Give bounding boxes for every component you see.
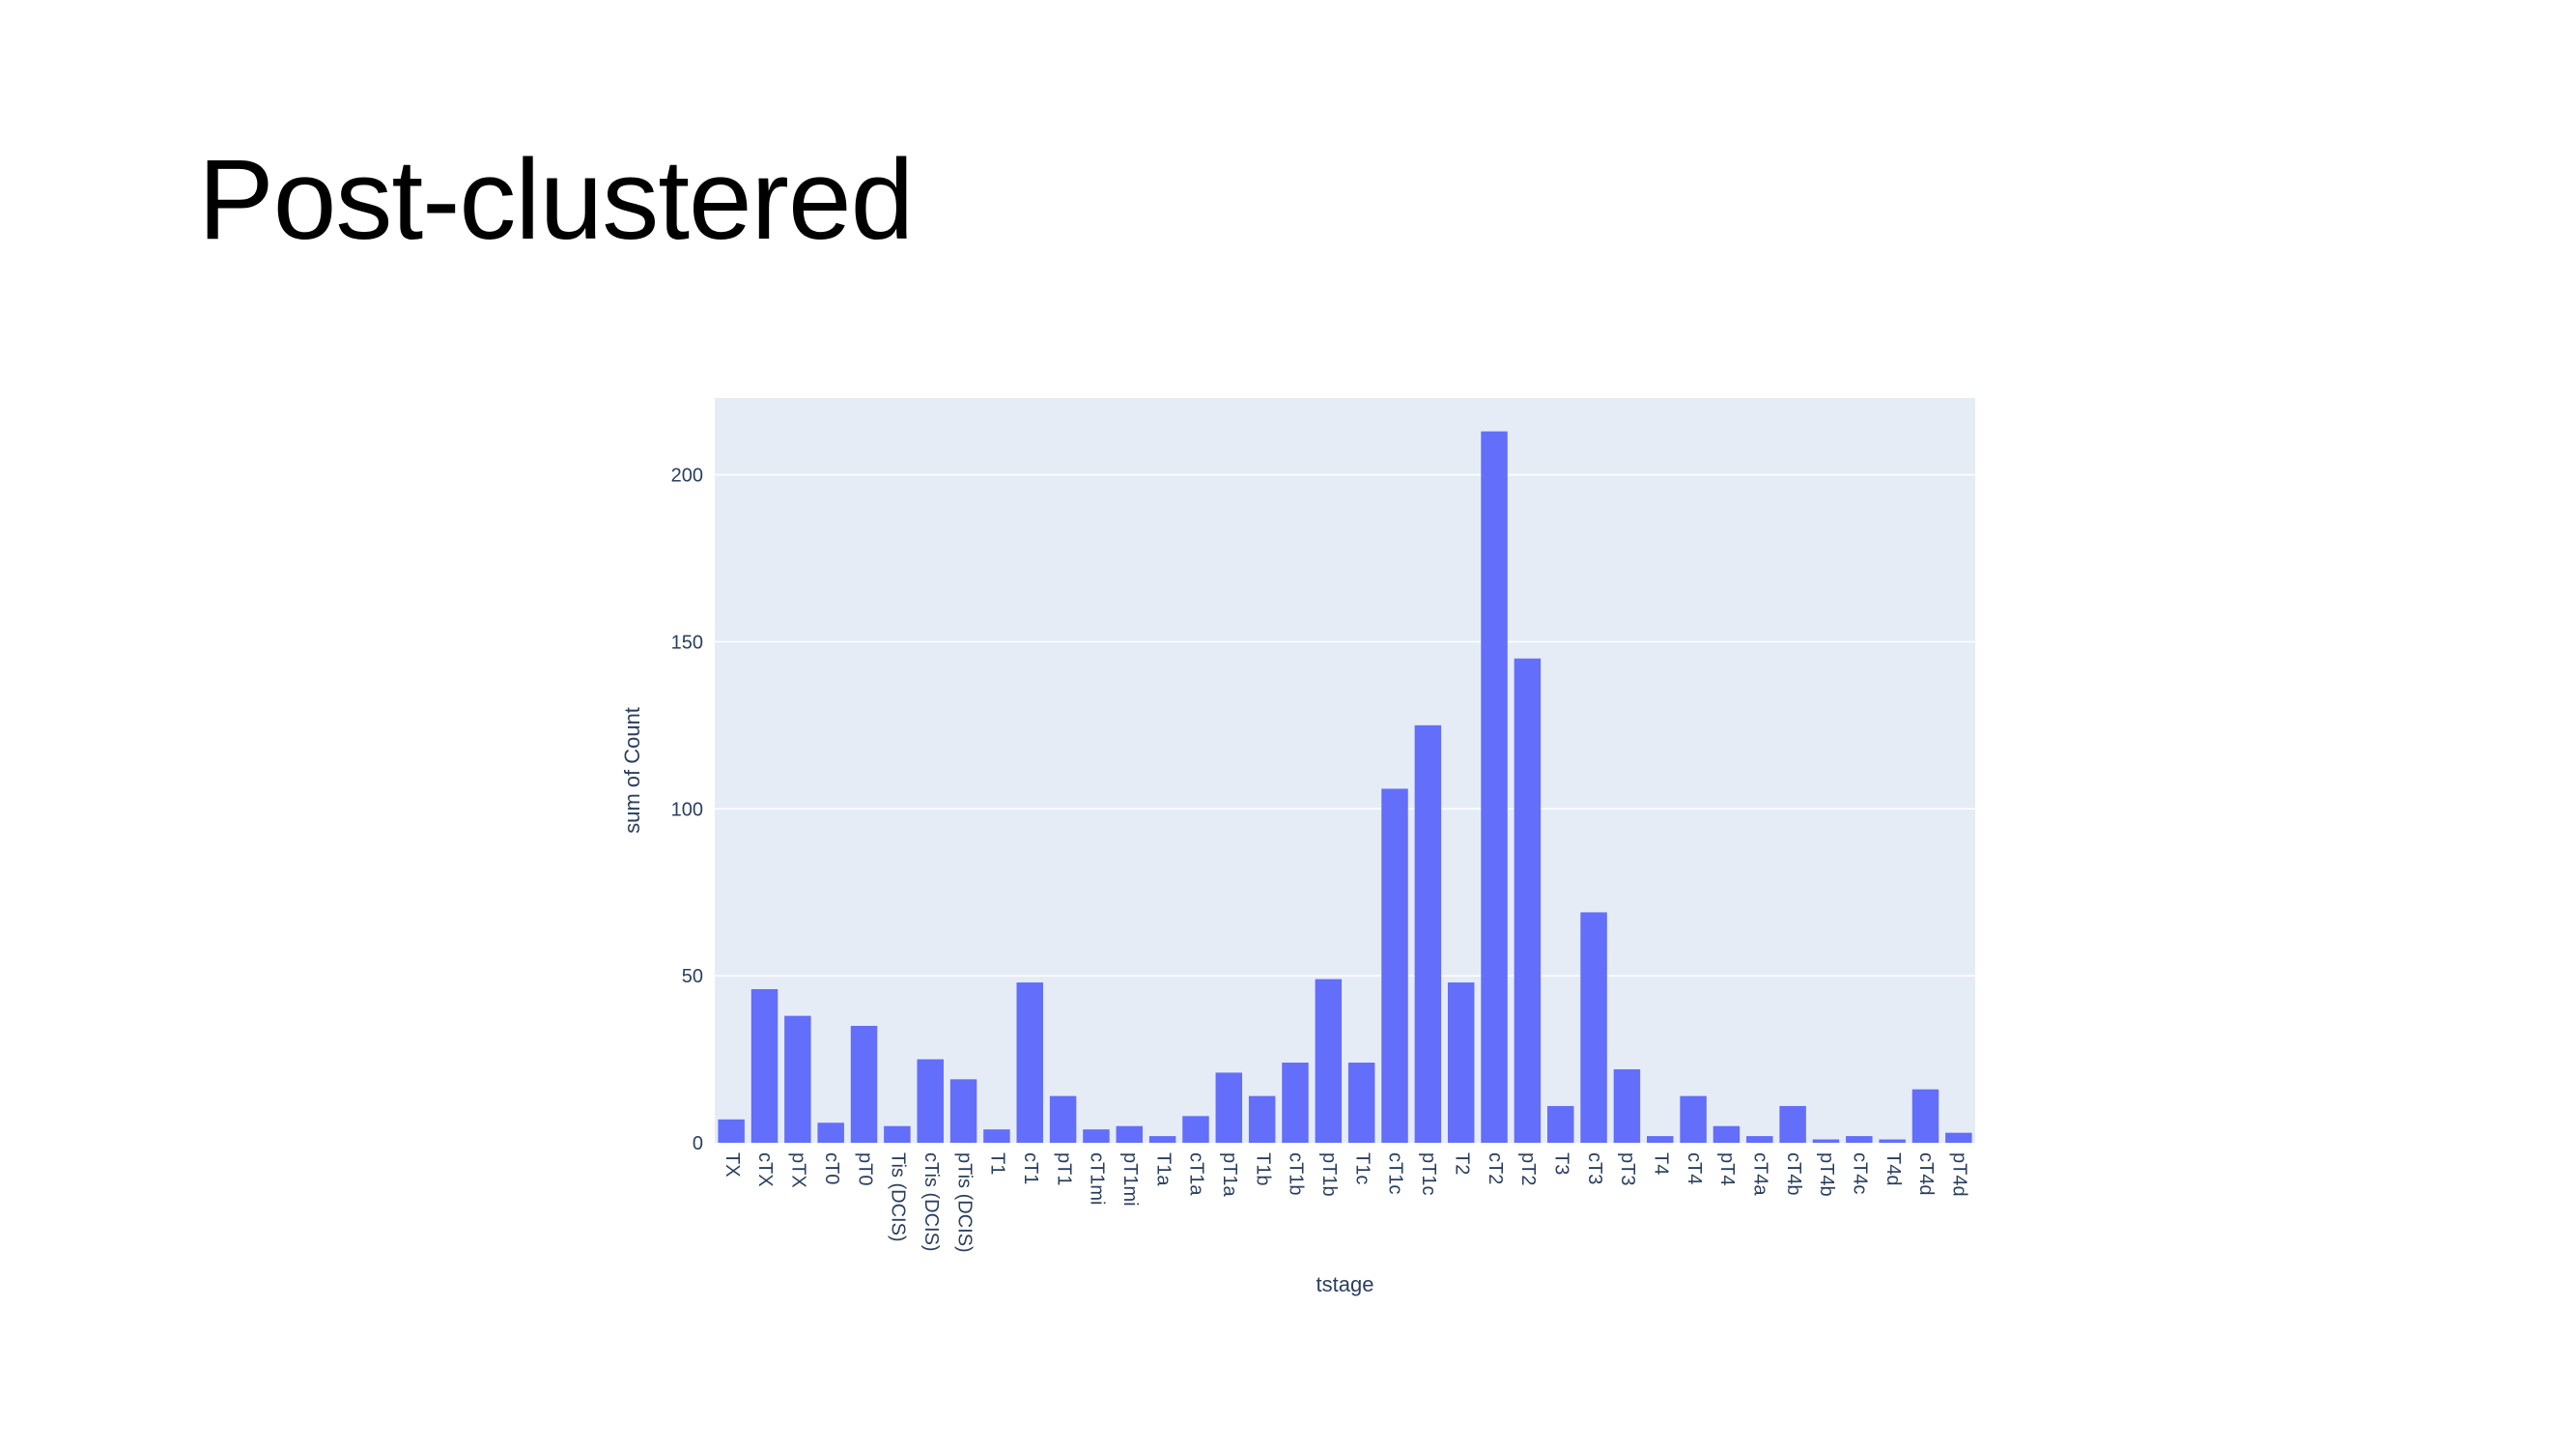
y-tick-label: 150 (671, 632, 703, 653)
y-tick-label: 200 (671, 466, 703, 487)
x-tick-label: Tis (DCIS) (888, 1152, 909, 1242)
bar-t4d (1879, 1139, 1906, 1143)
x-tick-label: cT1mi (1087, 1152, 1108, 1205)
slide-title: Post-clustered (198, 136, 914, 264)
bar-ct3 (1580, 912, 1607, 1143)
gridlines (715, 473, 1975, 977)
x-tick-label: cT2 (1485, 1152, 1506, 1184)
x-tick-label: cT4d (1915, 1152, 1937, 1195)
x-tick-label: T3 (1550, 1152, 1571, 1175)
x-tick-label: T1c (1351, 1152, 1373, 1184)
bar-pt4 (1713, 1125, 1741, 1143)
y-tick-label: 0 (693, 1133, 703, 1154)
x-tick-label: cT4b (1783, 1152, 1804, 1195)
x-tick-label: T1b (1252, 1152, 1273, 1185)
y-axis-title: sum of Count (620, 707, 644, 834)
x-tick-label: pT3 (1617, 1152, 1638, 1185)
x-axis-title: tstage (1316, 1272, 1374, 1296)
bar-pt4d (1945, 1132, 1972, 1143)
bar-t1 (983, 1129, 1010, 1143)
x-tick-label: cT1 (1020, 1152, 1041, 1184)
bar-pt1c (1414, 724, 1442, 1143)
y-tick-label: 50 (682, 966, 703, 987)
bar-ct0 (817, 1122, 844, 1143)
bar-ptis-dcis- (949, 1079, 977, 1143)
bar-tx (718, 1119, 745, 1143)
bars (718, 431, 1972, 1144)
bar-ct2 (1481, 431, 1508, 1144)
x-tick-label: pT0 (854, 1152, 875, 1185)
bar-ptx (784, 1015, 811, 1143)
x-tick-label: cT4a (1749, 1152, 1770, 1196)
bar-pt3 (1613, 1068, 1641, 1143)
bar-ct4c (1846, 1136, 1873, 1143)
x-tick-label: cT4 (1684, 1152, 1705, 1184)
x-tick-label: pTis (DCIS) (953, 1152, 975, 1253)
x-tick-label: pT1b (1318, 1152, 1340, 1197)
x-axis-ticks: TX cTX pTX cT0 pT0 Tis (DCIS) cTis (DCIS) pTis … (722, 1152, 1970, 1253)
bar-ct4d (1911, 1089, 1939, 1143)
x-tick-label: T2 (1451, 1152, 1472, 1175)
bar-ct4b (1779, 1105, 1806, 1143)
x-tick-label: pT1mi (1119, 1152, 1141, 1207)
y-axis-ticks: 0 50 100 150 200 (671, 466, 703, 1154)
x-tick-label: T1a (1152, 1152, 1174, 1186)
bar-ctx (750, 988, 778, 1143)
bar-ct1mi (1083, 1129, 1110, 1143)
y-tick-label: 100 (671, 799, 703, 820)
bar-t2 (1447, 982, 1475, 1143)
x-tick-label: cTX (754, 1152, 776, 1187)
x-tick-label: pT1 (1053, 1152, 1074, 1185)
x-tick-label: pT4b (1816, 1152, 1837, 1197)
bar-ct1a (1182, 1116, 1209, 1143)
x-tick-label: pT1c (1418, 1152, 1439, 1195)
bar-t4 (1647, 1136, 1674, 1143)
x-tick-label: cT4c (1850, 1152, 1871, 1194)
x-tick-label: cT1a (1186, 1152, 1207, 1196)
bar-ct1 (1016, 982, 1043, 1143)
bar-ct4a (1746, 1136, 1773, 1143)
bar-t3 (1546, 1105, 1574, 1143)
bar-pt4b (1812, 1139, 1840, 1143)
bar-pt2 (1514, 658, 1542, 1143)
x-tick-label: T4 (1650, 1152, 1671, 1175)
bar-ct4 (1680, 1095, 1707, 1143)
x-tick-label: cT0 (821, 1152, 842, 1184)
x-tick-label: pT2 (1517, 1152, 1539, 1185)
bar-pt1 (1049, 1095, 1077, 1143)
bar-t1a (1148, 1136, 1176, 1143)
bar-ct1b (1282, 1063, 1309, 1143)
x-tick-label: pT1a (1219, 1152, 1240, 1197)
bar-t1c (1347, 1063, 1375, 1143)
bar-pt1b (1315, 979, 1343, 1143)
x-tick-label: TX (722, 1152, 743, 1178)
x-tick-label: pT4 (1716, 1152, 1738, 1185)
bar-pt0 (850, 1025, 878, 1143)
x-tick-label: cT1b (1286, 1152, 1307, 1195)
plot-background (715, 398, 1975, 1143)
bar-pt1a (1215, 1072, 1243, 1143)
bar-ct1c (1381, 788, 1408, 1143)
x-tick-label: cT3 (1584, 1152, 1605, 1184)
x-tick-label: cTis (DCIS) (920, 1152, 942, 1252)
bar-t1b (1248, 1095, 1276, 1143)
bar-pt1mi (1116, 1125, 1144, 1143)
x-tick-label: cT1c (1385, 1152, 1406, 1194)
x-tick-label: T1 (987, 1152, 1008, 1175)
x-tick-label: pTX (788, 1152, 809, 1188)
bar-ctis-dcis- (917, 1059, 944, 1143)
x-tick-label: T4d (1882, 1152, 1904, 1185)
x-tick-label: pT4d (1949, 1152, 1970, 1197)
bar-tis-dcis- (884, 1125, 911, 1143)
